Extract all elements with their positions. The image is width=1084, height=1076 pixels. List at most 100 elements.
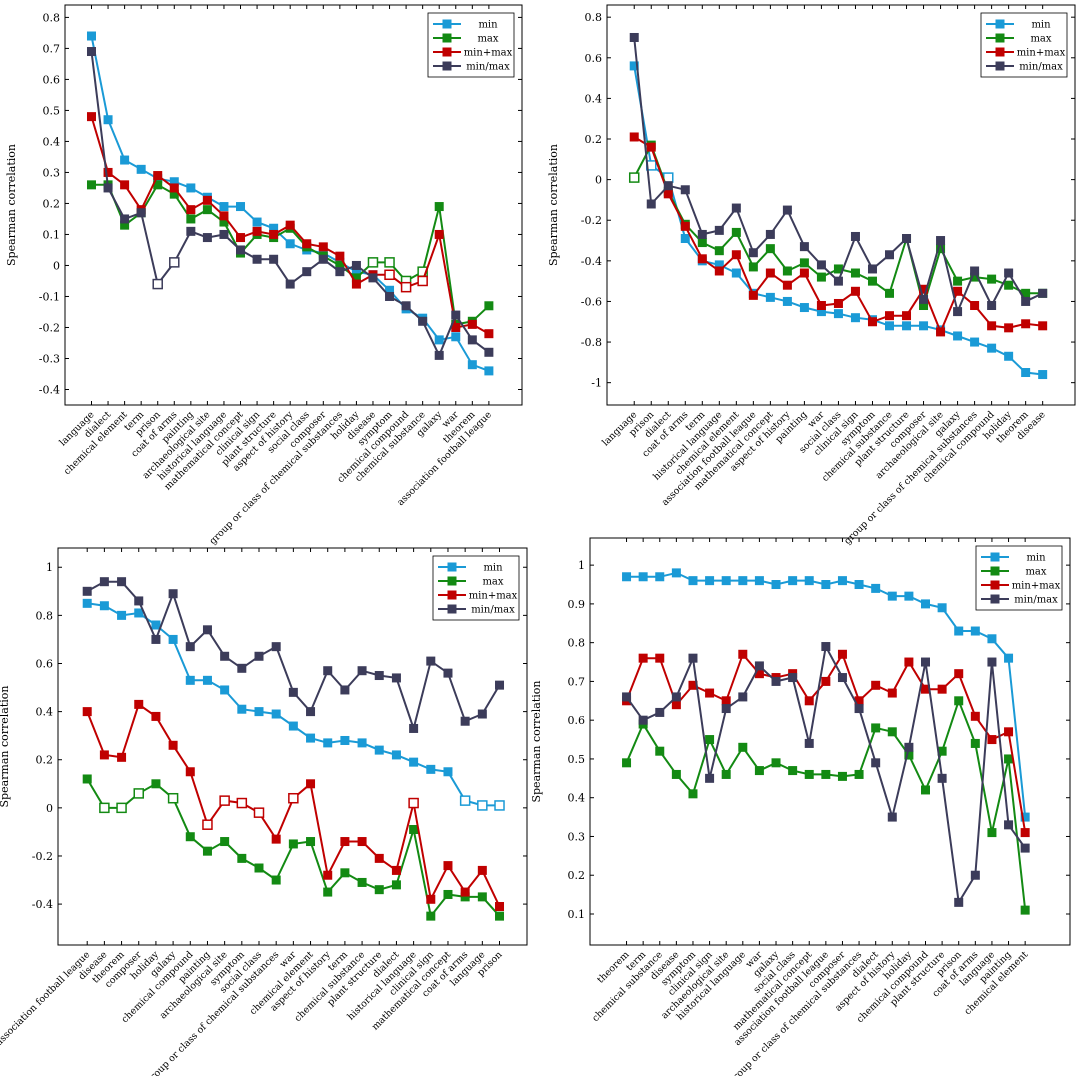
marker bbox=[86, 180, 96, 190]
marker bbox=[351, 279, 361, 289]
marker bbox=[202, 195, 212, 205]
marker bbox=[954, 696, 964, 706]
marker bbox=[385, 285, 395, 295]
marker bbox=[1004, 280, 1014, 290]
y-tick-label: 0.5 bbox=[43, 104, 61, 117]
marker bbox=[202, 625, 212, 635]
marker bbox=[622, 758, 632, 768]
marker bbox=[323, 887, 333, 897]
marker bbox=[854, 704, 864, 714]
marker bbox=[136, 208, 146, 218]
marker bbox=[655, 653, 665, 663]
marker bbox=[271, 875, 281, 885]
marker bbox=[738, 576, 748, 586]
marker bbox=[152, 278, 163, 290]
marker bbox=[335, 260, 345, 270]
marker bbox=[850, 286, 860, 296]
marker bbox=[921, 657, 931, 667]
marker bbox=[269, 229, 279, 239]
marker bbox=[638, 572, 648, 582]
marker bbox=[374, 745, 384, 755]
marker bbox=[357, 877, 367, 887]
marker bbox=[697, 238, 707, 248]
marker bbox=[867, 317, 877, 327]
marker bbox=[219, 795, 230, 806]
y-tick-label: 0.9 bbox=[568, 598, 586, 611]
marker bbox=[1004, 268, 1014, 278]
y-tick-label: 0.3 bbox=[568, 830, 586, 843]
marker bbox=[467, 360, 477, 370]
marker bbox=[86, 31, 96, 41]
legend-label: min/max bbox=[1019, 62, 1063, 73]
marker bbox=[133, 788, 144, 799]
legend-marker bbox=[990, 580, 1000, 590]
marker bbox=[655, 746, 665, 756]
marker bbox=[871, 758, 881, 768]
marker bbox=[953, 286, 963, 296]
marker bbox=[731, 250, 741, 260]
y-tick-label: 0.2 bbox=[585, 133, 603, 146]
marker bbox=[721, 704, 731, 714]
marker bbox=[434, 202, 444, 212]
y-tick-label: 0 bbox=[595, 174, 602, 187]
marker bbox=[782, 296, 792, 306]
marker bbox=[804, 738, 814, 748]
y-axis-label: Spearman correlation bbox=[5, 144, 18, 266]
marker bbox=[351, 273, 361, 283]
marker bbox=[885, 311, 895, 321]
marker bbox=[765, 268, 775, 278]
marker bbox=[357, 666, 367, 676]
marker bbox=[936, 236, 946, 246]
legend-label: max bbox=[1030, 34, 1051, 45]
marker bbox=[340, 868, 350, 878]
marker bbox=[134, 608, 144, 618]
marker bbox=[477, 800, 488, 811]
marker bbox=[697, 229, 707, 239]
marker bbox=[837, 673, 847, 683]
marker bbox=[409, 757, 419, 767]
marker bbox=[434, 229, 444, 239]
marker bbox=[451, 310, 461, 320]
marker bbox=[219, 211, 229, 221]
marker bbox=[954, 669, 964, 679]
marker bbox=[721, 696, 731, 706]
legend-marker bbox=[442, 47, 452, 57]
marker bbox=[136, 164, 146, 174]
y-tick-label: 0.6 bbox=[43, 73, 61, 86]
plot-frame bbox=[606, 4, 1076, 406]
marker bbox=[887, 688, 897, 698]
legend-label: max bbox=[1025, 567, 1046, 578]
marker bbox=[357, 738, 367, 748]
marker bbox=[731, 227, 741, 237]
marker bbox=[987, 735, 997, 745]
marker bbox=[782, 266, 792, 276]
marker bbox=[82, 598, 92, 608]
marker bbox=[1004, 820, 1014, 830]
marker bbox=[151, 634, 161, 644]
marker bbox=[622, 572, 632, 582]
marker bbox=[236, 233, 246, 243]
marker bbox=[937, 684, 947, 694]
marker bbox=[782, 205, 792, 215]
y-tick-label: 0 bbox=[46, 802, 53, 815]
marker bbox=[936, 327, 946, 337]
y-tick-label: 1 bbox=[578, 559, 585, 572]
marker bbox=[638, 653, 648, 663]
marker bbox=[186, 205, 196, 215]
marker bbox=[318, 254, 328, 264]
marker bbox=[169, 189, 179, 199]
legend-label: min+max bbox=[1017, 48, 1066, 59]
marker bbox=[688, 789, 698, 799]
marker bbox=[799, 303, 809, 313]
legend-label: min bbox=[1031, 20, 1051, 31]
marker bbox=[1004, 653, 1014, 663]
marker bbox=[374, 853, 384, 863]
marker bbox=[953, 307, 963, 317]
marker bbox=[117, 577, 127, 587]
marker bbox=[655, 572, 665, 582]
marker bbox=[1038, 321, 1048, 331]
marker bbox=[117, 752, 127, 762]
marker bbox=[426, 656, 436, 666]
marker bbox=[680, 234, 690, 244]
marker bbox=[151, 711, 161, 721]
